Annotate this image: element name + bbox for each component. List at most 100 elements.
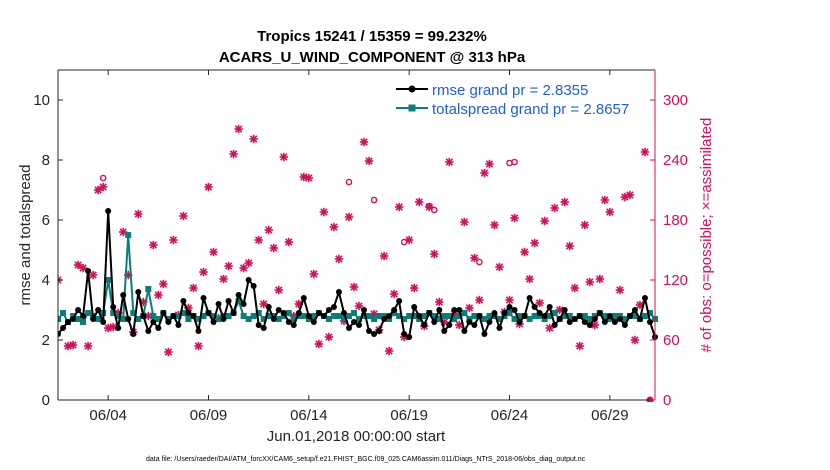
rmse-point [205, 310, 212, 316]
obs-marker-stroke [164, 348, 173, 356]
totalspread-point [200, 313, 207, 319]
obs-marker-stroke [154, 291, 163, 299]
obs-marker-stroke [571, 284, 579, 292]
obs-marker-stroke [606, 208, 614, 216]
rmse-point [255, 322, 262, 328]
obs-assimilated-marker [179, 211, 188, 221]
obs-assimilated-marker [169, 235, 178, 245]
obs-marker-stroke [104, 324, 112, 332]
obs-assimilated-marker [154, 290, 163, 300]
obs-marker-stroke [495, 263, 504, 271]
obs-marker-stroke [460, 218, 469, 226]
legend-rmse-marker [408, 85, 416, 93]
totalspread-point [356, 316, 363, 322]
rmse-point [621, 322, 628, 328]
rmse-point [366, 328, 373, 334]
obs-marker-stroke [64, 342, 72, 350]
obs-assimilated-marker [470, 253, 479, 263]
obs-marker-stroke [134, 210, 142, 218]
rmse-point [300, 295, 307, 301]
totalspread-point [566, 313, 573, 319]
obs-assimilated-marker [204, 182, 213, 192]
legend-spread-marker [408, 104, 416, 112]
obs-marker-stroke [194, 342, 203, 350]
obs-assimilated-marker [219, 274, 228, 284]
obs-assimilated-marker [359, 137, 369, 147]
rmse-point [215, 301, 222, 307]
obs-possible-marker [430, 206, 438, 214]
obs-assimilated-marker [364, 156, 374, 166]
rmse-point [160, 310, 167, 316]
rmse-series [58, 208, 658, 340]
obs-assimilated-marker [505, 295, 514, 305]
totalspread-point [366, 313, 373, 319]
obs-marker-stroke [475, 296, 484, 304]
obs-marker-stroke [565, 242, 574, 250]
x-tick-label: 06/09 [190, 407, 228, 424]
rmse-point [476, 313, 483, 319]
obs-marker-stroke [244, 259, 253, 267]
obs-assimilated-marker [409, 283, 419, 293]
obs-assimilated-marker [344, 212, 354, 222]
obs-marker-stroke [525, 275, 534, 283]
obs-marker-stroke [626, 191, 634, 199]
rmse-point [320, 313, 327, 319]
totalspread-point [110, 310, 117, 316]
obs-marker-stroke [58, 276, 62, 282]
right-y-axis-label: # of obs: o=possible; ×=assimilated [698, 118, 715, 353]
obs-assimilated-marker [580, 220, 589, 230]
obs-assimilated-marker [600, 195, 610, 205]
obs-marker-stroke [234, 125, 243, 133]
left-y-axis-ticks: 0 2 4 6 8 10 [33, 92, 63, 409]
obs-marker-stroke [355, 302, 363, 310]
rmse-point [115, 325, 122, 331]
totalspread-point [631, 313, 638, 319]
rmse-point [516, 319, 523, 325]
obs-marker-stroke [550, 204, 559, 212]
totalspread-point [95, 316, 102, 322]
rmse-point [260, 325, 267, 331]
rmse-point [451, 307, 458, 313]
rmse-point [130, 331, 137, 337]
rmse-point [280, 310, 287, 316]
rmse-point [436, 307, 443, 313]
left-y-tick-label: 8 [42, 152, 50, 169]
obs-possible-marker [99, 174, 107, 182]
obs-marker-stroke [280, 153, 288, 161]
rmse-point [90, 316, 97, 322]
obs-marker-stroke [535, 299, 544, 307]
rmse-point [501, 310, 508, 316]
obs-assimilated-marker [78, 263, 88, 273]
plot-area [58, 70, 655, 400]
rmse-point [646, 319, 653, 325]
rmse-point [421, 322, 428, 328]
obs-marker-stroke [345, 213, 353, 221]
obs-marker-stroke [335, 255, 343, 263]
obs-marker-stroke [520, 248, 529, 256]
obs-marker-stroke [270, 244, 278, 252]
obs-marker-stroke [430, 250, 438, 258]
obs-marker-stroke [365, 157, 373, 165]
rmse-point [350, 319, 357, 325]
totalspread-point [511, 316, 518, 322]
totalspread-point [105, 277, 112, 283]
rmse-point [596, 310, 603, 316]
totalspread-point [60, 310, 67, 316]
totalspread-point [551, 310, 558, 316]
obs-assimilated-marker [234, 124, 243, 134]
rmse-point [165, 319, 172, 325]
totalspread-point [235, 298, 242, 304]
obs-assimilated-marker [535, 298, 544, 308]
totalspread-point [340, 316, 347, 322]
left-y-tick-label: 2 [42, 332, 50, 349]
obs-marker-stroke [330, 223, 338, 231]
rmse-point [235, 292, 242, 298]
rmse-point [356, 322, 363, 328]
obs-marker-stroke [601, 196, 609, 204]
totalspread-point [496, 316, 503, 322]
rmse-point [305, 313, 312, 319]
obs-assimilated-marker [354, 301, 364, 311]
obs-assimilated-marker [259, 299, 268, 309]
obs-marker-stroke [89, 271, 97, 279]
rmse-point [315, 310, 322, 316]
